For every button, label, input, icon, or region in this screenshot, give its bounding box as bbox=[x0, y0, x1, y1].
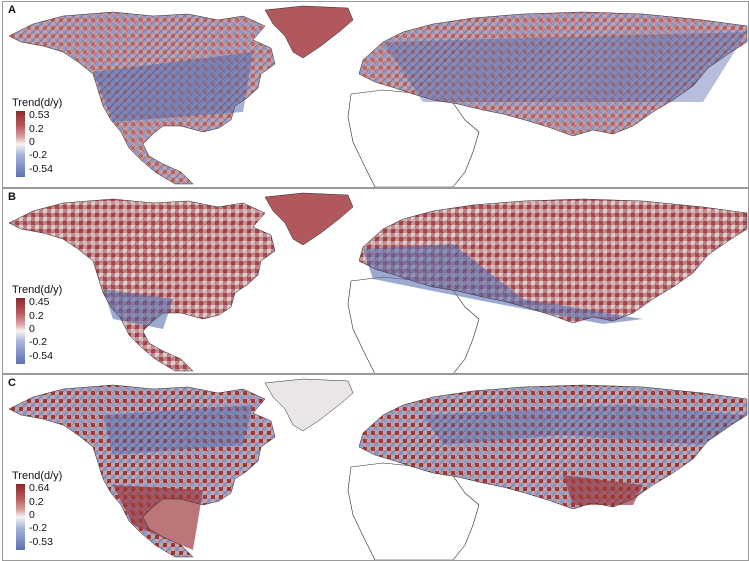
legend-max: 0.45 bbox=[29, 296, 50, 308]
legend-max: 0.64 bbox=[29, 482, 50, 494]
panel-label-c: C bbox=[8, 377, 16, 389]
panel-a: A Trend(d/y) 0.53 0.2 0 -0.2 -0.54 bbox=[2, 1, 749, 188]
legend-lower: -0.2 bbox=[29, 336, 48, 348]
legend-title: Trend(d/y) bbox=[12, 470, 63, 482]
legend-c: Trend(d/y) 0.64 0.2 0 -0.2 -0.53 bbox=[12, 470, 92, 552]
panel-b: B Trend(d/y) 0.45 0.2 0 -0.2 -0.54 bbox=[2, 188, 749, 374]
legend-upper: 0.2 bbox=[29, 310, 44, 322]
legend-upper: 0.2 bbox=[29, 123, 44, 135]
panel-label-b: B bbox=[8, 191, 16, 203]
legend-min: -0.53 bbox=[29, 536, 53, 548]
legend-upper: 0.2 bbox=[29, 496, 44, 508]
panel-label-a: A bbox=[8, 4, 16, 16]
color-scale-bar bbox=[16, 298, 25, 364]
legend-title: Trend(d/y) bbox=[12, 97, 63, 109]
panel-c: C Trend(d/y) 0.64 0.2 0 -0.2 -0.53 bbox=[2, 374, 749, 561]
greenland-b bbox=[265, 193, 353, 245]
trend-map-c bbox=[3, 375, 748, 560]
legend-mid: 0 bbox=[29, 323, 35, 335]
greenland-c bbox=[265, 379, 353, 431]
legend-min: -0.54 bbox=[29, 163, 53, 175]
legend-min: -0.54 bbox=[29, 350, 53, 362]
legend-mid: 0 bbox=[29, 509, 35, 521]
legend-mid: 0 bbox=[29, 136, 35, 148]
legend-title: Trend(d/y) bbox=[12, 284, 63, 296]
legend-b: Trend(d/y) 0.45 0.2 0 -0.2 -0.54 bbox=[12, 284, 92, 366]
color-scale-bar bbox=[16, 484, 25, 550]
trend-map-a bbox=[3, 2, 748, 187]
legend-lower: -0.2 bbox=[29, 149, 48, 161]
legend-lower: -0.2 bbox=[29, 522, 48, 534]
color-scale-bar bbox=[16, 111, 25, 177]
greenland-a bbox=[265, 6, 353, 58]
legend-a: Trend(d/y) 0.53 0.2 0 -0.2 -0.54 bbox=[12, 97, 92, 179]
legend-max: 0.53 bbox=[29, 109, 50, 121]
trend-map-b bbox=[3, 189, 748, 374]
